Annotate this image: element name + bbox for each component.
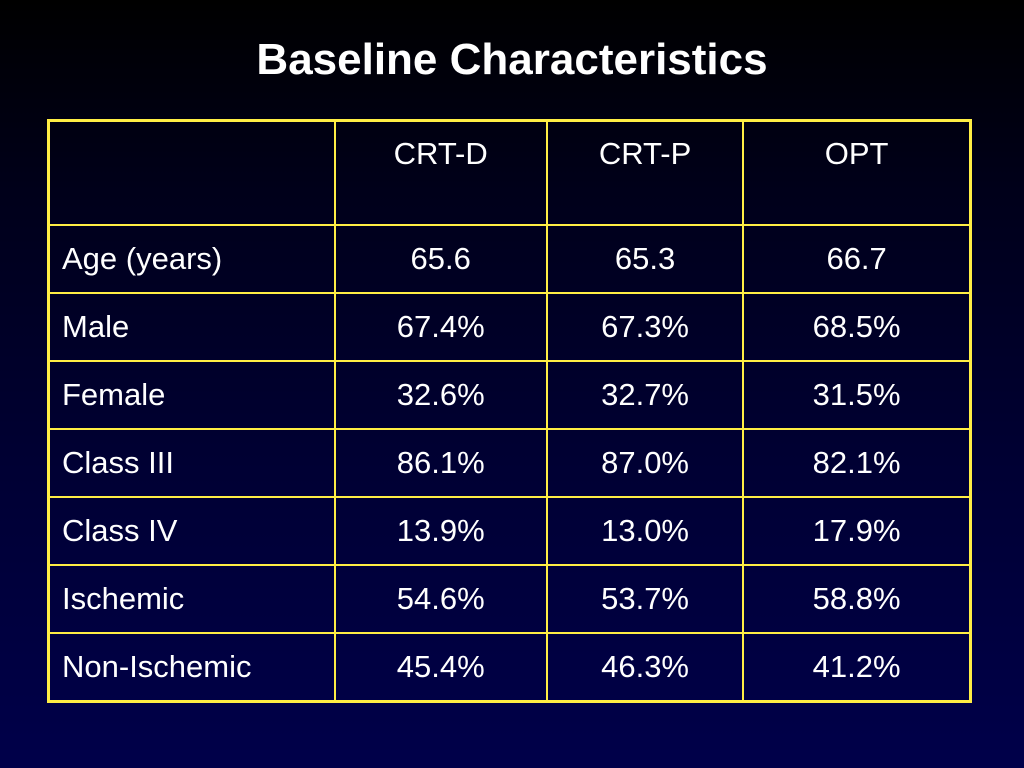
cell-value: 82.1% <box>742 428 972 498</box>
cell-value: 41.2% <box>742 632 972 703</box>
cell-value: 46.3% <box>545 632 745 703</box>
cell-value: 65.3 <box>545 224 745 294</box>
cell-value: 13.0% <box>545 496 745 566</box>
row-label: Ischemic <box>47 564 336 634</box>
cell-value: 54.6% <box>333 564 548 634</box>
table-header-row: CRT-D CRT-P OPT <box>47 119 972 226</box>
cell-value: 68.5% <box>742 292 972 362</box>
cell-value: 17.9% <box>742 496 972 566</box>
table-row: Non-Ischemic 45.4% 46.3% 41.2% <box>47 632 972 703</box>
table-row: Female 32.6% 32.7% 31.5% <box>47 360 972 430</box>
cell-value: 58.8% <box>742 564 972 634</box>
row-label: Age (years) <box>47 224 336 294</box>
cell-value: 13.9% <box>333 496 548 566</box>
cell-value: 45.4% <box>333 632 548 703</box>
baseline-characteristics-table: CRT-D CRT-P OPT Age (years) 65.6 65.3 66… <box>47 119 972 703</box>
cell-value: 32.7% <box>545 360 745 430</box>
cell-value: 67.4% <box>333 292 548 362</box>
table-row: Male 67.4% 67.3% 68.5% <box>47 292 972 362</box>
cell-value: 32.6% <box>333 360 548 430</box>
table-row: Age (years) 65.6 65.3 66.7 <box>47 224 972 294</box>
cell-value: 87.0% <box>545 428 745 498</box>
row-label: Female <box>47 360 336 430</box>
table-row: Class IV 13.9% 13.0% 17.9% <box>47 496 972 566</box>
header-cell-crt-d: CRT-D <box>333 119 548 226</box>
cell-value: 66.7 <box>742 224 972 294</box>
header-cell-corner <box>47 119 336 226</box>
table-row: Ischemic 54.6% 53.7% 58.8% <box>47 564 972 634</box>
cell-value: 67.3% <box>545 292 745 362</box>
row-label: Non-Ischemic <box>47 632 336 703</box>
row-label: Male <box>47 292 336 362</box>
header-cell-crt-p: CRT-P <box>545 119 745 226</box>
row-label: Class III <box>47 428 336 498</box>
table-row: Class III 86.1% 87.0% 82.1% <box>47 428 972 498</box>
cell-value: 31.5% <box>742 360 972 430</box>
cell-value: 53.7% <box>545 564 745 634</box>
cell-value: 65.6 <box>333 224 548 294</box>
header-cell-opt: OPT <box>742 119 972 226</box>
row-label: Class IV <box>47 496 336 566</box>
slide-title: Baseline Characteristics <box>256 35 768 84</box>
cell-value: 86.1% <box>333 428 548 498</box>
